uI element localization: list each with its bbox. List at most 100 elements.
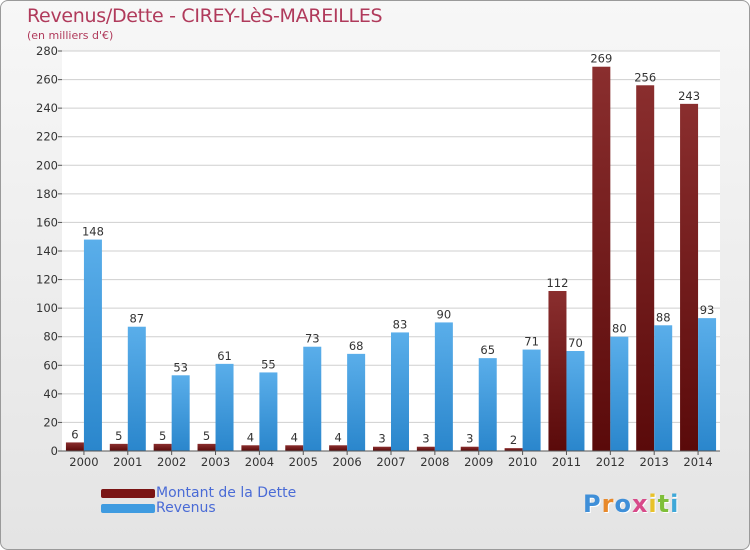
y-tick-label: 140 (36, 244, 58, 258)
data-label-revenue: 80 (612, 322, 627, 336)
x-tick-label: 2005 (289, 455, 318, 469)
data-label-revenue: 65 (480, 343, 495, 357)
bar-debt (416, 446, 435, 451)
data-labels: 6 148 5 87 5 53 5 61 4 55 4 73 4 68 3 83 3 90 3 65 2 71 112 70 2… (71, 52, 714, 447)
data-label-debt: 112 (546, 276, 568, 290)
y-tick-label: 160 (36, 215, 58, 229)
data-label-revenue: 61 (217, 349, 232, 363)
bar-revenue (259, 372, 278, 451)
data-label-debt: 269 (590, 52, 612, 66)
data-label-debt: 5 (115, 429, 122, 443)
bar-debt (592, 66, 611, 451)
x-tick-label: 2003 (201, 455, 230, 469)
bar-revenue (303, 346, 322, 451)
x-tick-label: 2013 (640, 455, 669, 469)
legend-swatch-revenue (101, 504, 155, 513)
y-tick-label: 20 (43, 415, 58, 429)
data-label-revenue: 87 (129, 312, 144, 326)
data-label-debt: 5 (203, 429, 210, 443)
bar-revenue (171, 375, 190, 451)
y-axis-ticks: 0 20 40 60 80 100 120 140 160 180 200 220 240 260 280 (36, 44, 62, 458)
bar-debt (285, 445, 304, 451)
bar-revenue (478, 358, 497, 451)
x-tick-label: 2014 (683, 455, 712, 469)
y-tick-label: 40 (43, 387, 58, 401)
bar-revenue (566, 351, 585, 451)
x-tick-label: 2006 (332, 455, 361, 469)
x-axis-ticks: 2000 2001 2002 2003 2004 2005 2006 2007 2008 2009… (69, 451, 713, 469)
legend-label-debt: Montant de la Dette (156, 485, 297, 501)
data-label-revenue: 68 (349, 339, 364, 353)
y-tick-label: 100 (36, 301, 58, 315)
x-tick-label: 2007 (376, 455, 405, 469)
data-label-debt: 243 (678, 89, 700, 103)
x-tick-label: 2009 (464, 455, 493, 469)
data-label-revenue: 53 (173, 360, 188, 374)
data-label-revenue: 83 (393, 317, 408, 331)
bar-revenue (654, 325, 673, 451)
bar-revenue (127, 326, 146, 451)
data-label-debt: 3 (378, 432, 385, 446)
x-tick-label: 2002 (157, 455, 186, 469)
bar-debt (460, 446, 479, 451)
data-label-debt: 2 (510, 433, 517, 447)
bars (65, 66, 717, 452)
bar-debt (109, 443, 128, 451)
x-tick-label: 2011 (552, 455, 581, 469)
y-tick-label: 220 (36, 130, 58, 144)
data-label-revenue: 90 (437, 307, 452, 321)
bar-debt (636, 85, 655, 452)
x-tick-label: 2012 (596, 455, 625, 469)
bar-debt (329, 445, 348, 451)
proxiti-logo: Proxiti (583, 490, 680, 518)
x-tick-label: 2010 (508, 455, 537, 469)
bar-debt (504, 448, 523, 451)
chart-subtitle: (en milliers d'€) (27, 29, 114, 42)
y-tick-label: 200 (36, 158, 58, 172)
data-label-debt: 5 (159, 429, 166, 443)
data-label-debt: 256 (634, 70, 656, 84)
bar-revenue (522, 349, 541, 451)
bar-revenue (610, 336, 629, 451)
bar-revenue (391, 332, 409, 451)
chart-title: Revenus/Dette - CIREY-LèS-MAREILLES (27, 5, 383, 27)
bar-revenue (215, 363, 234, 451)
y-tick-label: 0 (51, 444, 58, 458)
data-label-revenue: 55 (261, 357, 276, 371)
data-label-debt: 4 (291, 430, 298, 444)
y-tick-label: 280 (36, 44, 58, 58)
bar-revenue (347, 353, 366, 451)
y-tick-label: 80 (43, 330, 58, 344)
y-tick-label: 120 (36, 273, 58, 287)
bar-debt (241, 445, 260, 451)
data-label-debt: 6 (71, 427, 78, 441)
bar-revenue (698, 318, 717, 451)
bar-debt (548, 291, 567, 451)
x-tick-label: 2001 (113, 455, 142, 469)
bar-debt (197, 443, 216, 451)
x-tick-label: 2008 (420, 455, 449, 469)
y-tick-label: 180 (36, 187, 58, 201)
data-label-revenue: 88 (656, 310, 671, 324)
legend-swatch-debt (101, 489, 155, 498)
bar-debt (373, 446, 391, 451)
bar-debt (680, 103, 699, 451)
data-label-revenue: 148 (82, 225, 104, 239)
legend-label-revenue: Revenus (156, 500, 216, 516)
x-tick-label: 2004 (245, 455, 274, 469)
data-label-debt: 3 (466, 432, 473, 446)
bar-revenue (434, 322, 453, 451)
y-tick-label: 260 (36, 73, 58, 87)
data-label-revenue: 70 (568, 336, 583, 350)
data-label-debt: 3 (422, 432, 429, 446)
y-tick-label: 60 (43, 358, 58, 372)
bar-debt (65, 442, 84, 451)
data-label-debt: 4 (334, 430, 341, 444)
data-label-revenue: 73 (305, 332, 320, 346)
x-tick-label: 2000 (69, 455, 98, 469)
y-tick-label: 240 (36, 101, 58, 115)
data-label-debt: 4 (247, 430, 254, 444)
data-label-revenue: 93 (700, 303, 715, 317)
